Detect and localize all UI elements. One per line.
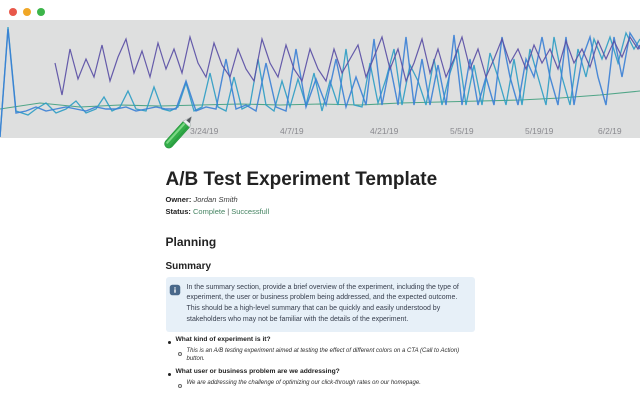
svg-text:5/19/19: 5/19/19 <box>525 126 554 136</box>
svg-text:5/5/19: 5/5/19 <box>450 126 474 136</box>
svg-text:6/2/19: 6/2/19 <box>598 126 622 136</box>
svg-text:4/7/19: 4/7/19 <box>280 126 304 136</box>
svg-text:4/21/19: 4/21/19 <box>370 126 399 136</box>
svg-text:3/24/19: 3/24/19 <box>190 126 219 136</box>
